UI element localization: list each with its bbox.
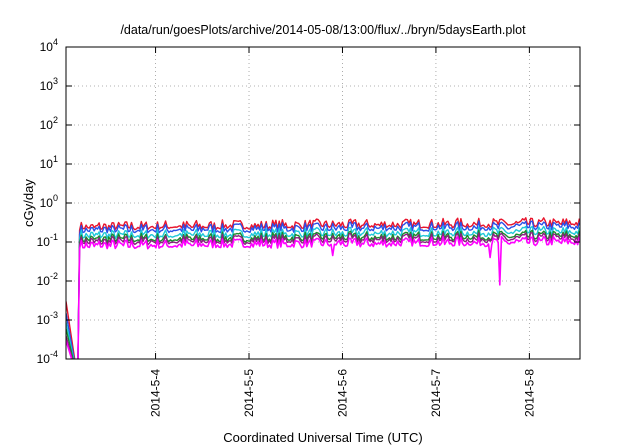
x-tick-label: 2014-5-7: [429, 369, 443, 417]
x-tick-label: 2014-5-5: [242, 369, 256, 417]
y-tick-label: 10-3: [37, 310, 58, 327]
y-tick-label: 100: [40, 193, 58, 210]
x-tick-label: 2014-5-8: [522, 369, 536, 417]
series-line: [66, 235, 580, 359]
y-tick-label: 101: [40, 154, 58, 171]
series-line: [66, 217, 580, 359]
series-line: [66, 225, 580, 359]
grid-lines: [66, 46, 580, 360]
y-tick-label: 102: [40, 115, 58, 132]
y-tick-label: 103: [40, 76, 58, 93]
x-axis-label: Coordinated Universal Time (UTC): [223, 430, 422, 445]
x-tick-label: 2014-5-4: [149, 369, 163, 417]
y-tick-label: 10-4: [37, 349, 58, 366]
x-tick-label: 2014-5-6: [335, 369, 349, 417]
series-line: [66, 232, 580, 359]
y-tick-label: 10-2: [37, 271, 58, 288]
series-lines: [66, 217, 580, 359]
series-line: [66, 220, 580, 359]
y-tick-label: 104: [40, 37, 58, 54]
y-tick-label: 10-1: [37, 232, 58, 249]
series-line: [66, 229, 580, 359]
y-ticks: 10-4 10-3 10-2 10-1 100 101 102 103 104: [37, 37, 580, 366]
chart-title: /data/run/goesPlots/archive/2014-05-08/1…: [120, 23, 526, 37]
y-axis-label: cGy/day: [21, 179, 36, 227]
x-ticks: 2014-5-4 2014-5-5 2014-5-6 2014-5-7 2014-5-8: [149, 47, 536, 417]
